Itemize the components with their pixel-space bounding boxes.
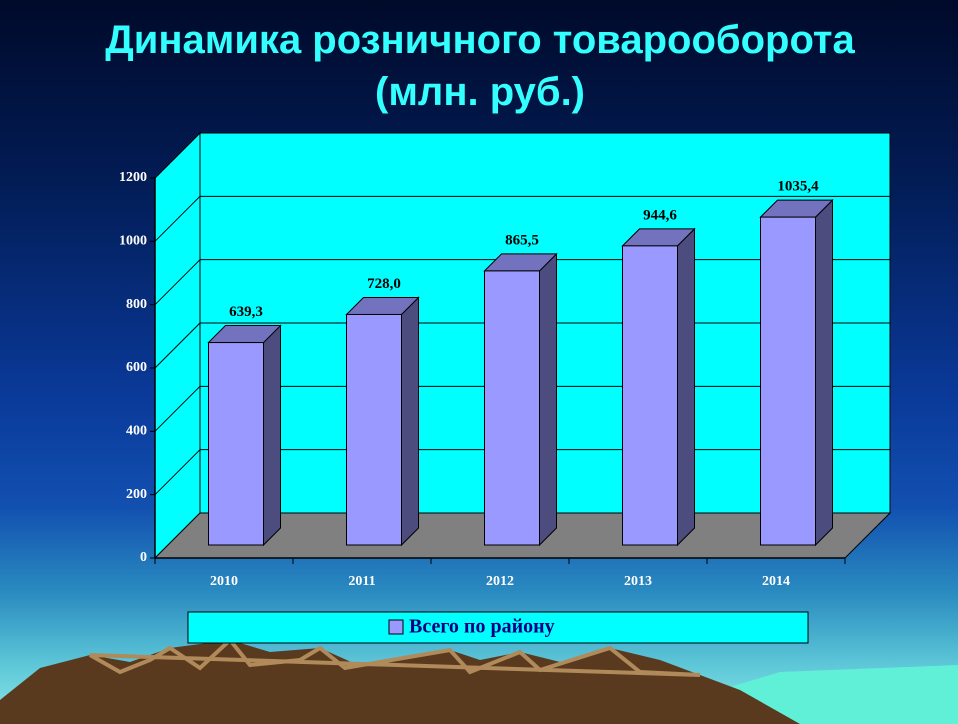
bar-side-shade [540, 254, 557, 545]
bar [485, 271, 540, 545]
y-tick-label: 1200 [119, 170, 147, 185]
y-tick-label: 400 [126, 424, 147, 439]
y-tick-label: 200 [126, 487, 147, 502]
bar [761, 217, 816, 545]
y-tick-label: 800 [126, 297, 147, 312]
x-tick-label: 2014 [762, 574, 790, 589]
mountains [0, 640, 800, 724]
value-label: 944,6 [643, 207, 677, 223]
bar-side-shade [816, 200, 833, 545]
value-label: 865,5 [505, 232, 539, 248]
bar [209, 343, 264, 545]
legend: Всего по району [188, 612, 808, 643]
chart-title: Динамика розничного товарооборота (млн. … [70, 14, 890, 118]
legend-label: Всего по району [409, 616, 555, 638]
y-tick-label: 600 [126, 360, 147, 375]
x-tick-label: 2011 [348, 574, 375, 589]
bar [347, 314, 402, 545]
value-label: 639,3 [229, 304, 263, 320]
bar [623, 246, 678, 545]
bar-side-shade [678, 229, 695, 545]
x-tick-label: 2010 [210, 574, 238, 589]
value-label: 728,0 [367, 276, 401, 292]
legend-swatch [389, 620, 403, 634]
bar-side-shade [264, 326, 281, 545]
x-tick-label: 2012 [486, 574, 514, 589]
y-tick-label: 1000 [119, 234, 147, 249]
value-label: 1035,4 [777, 179, 819, 195]
x-tick-label: 2013 [624, 574, 652, 589]
slide: 639,3 728,0 865,5 944,6 1035,4 Всего по райо… [0, 0, 958, 724]
y-tick-label: 0 [140, 550, 147, 565]
bar-side-shade [402, 297, 419, 545]
